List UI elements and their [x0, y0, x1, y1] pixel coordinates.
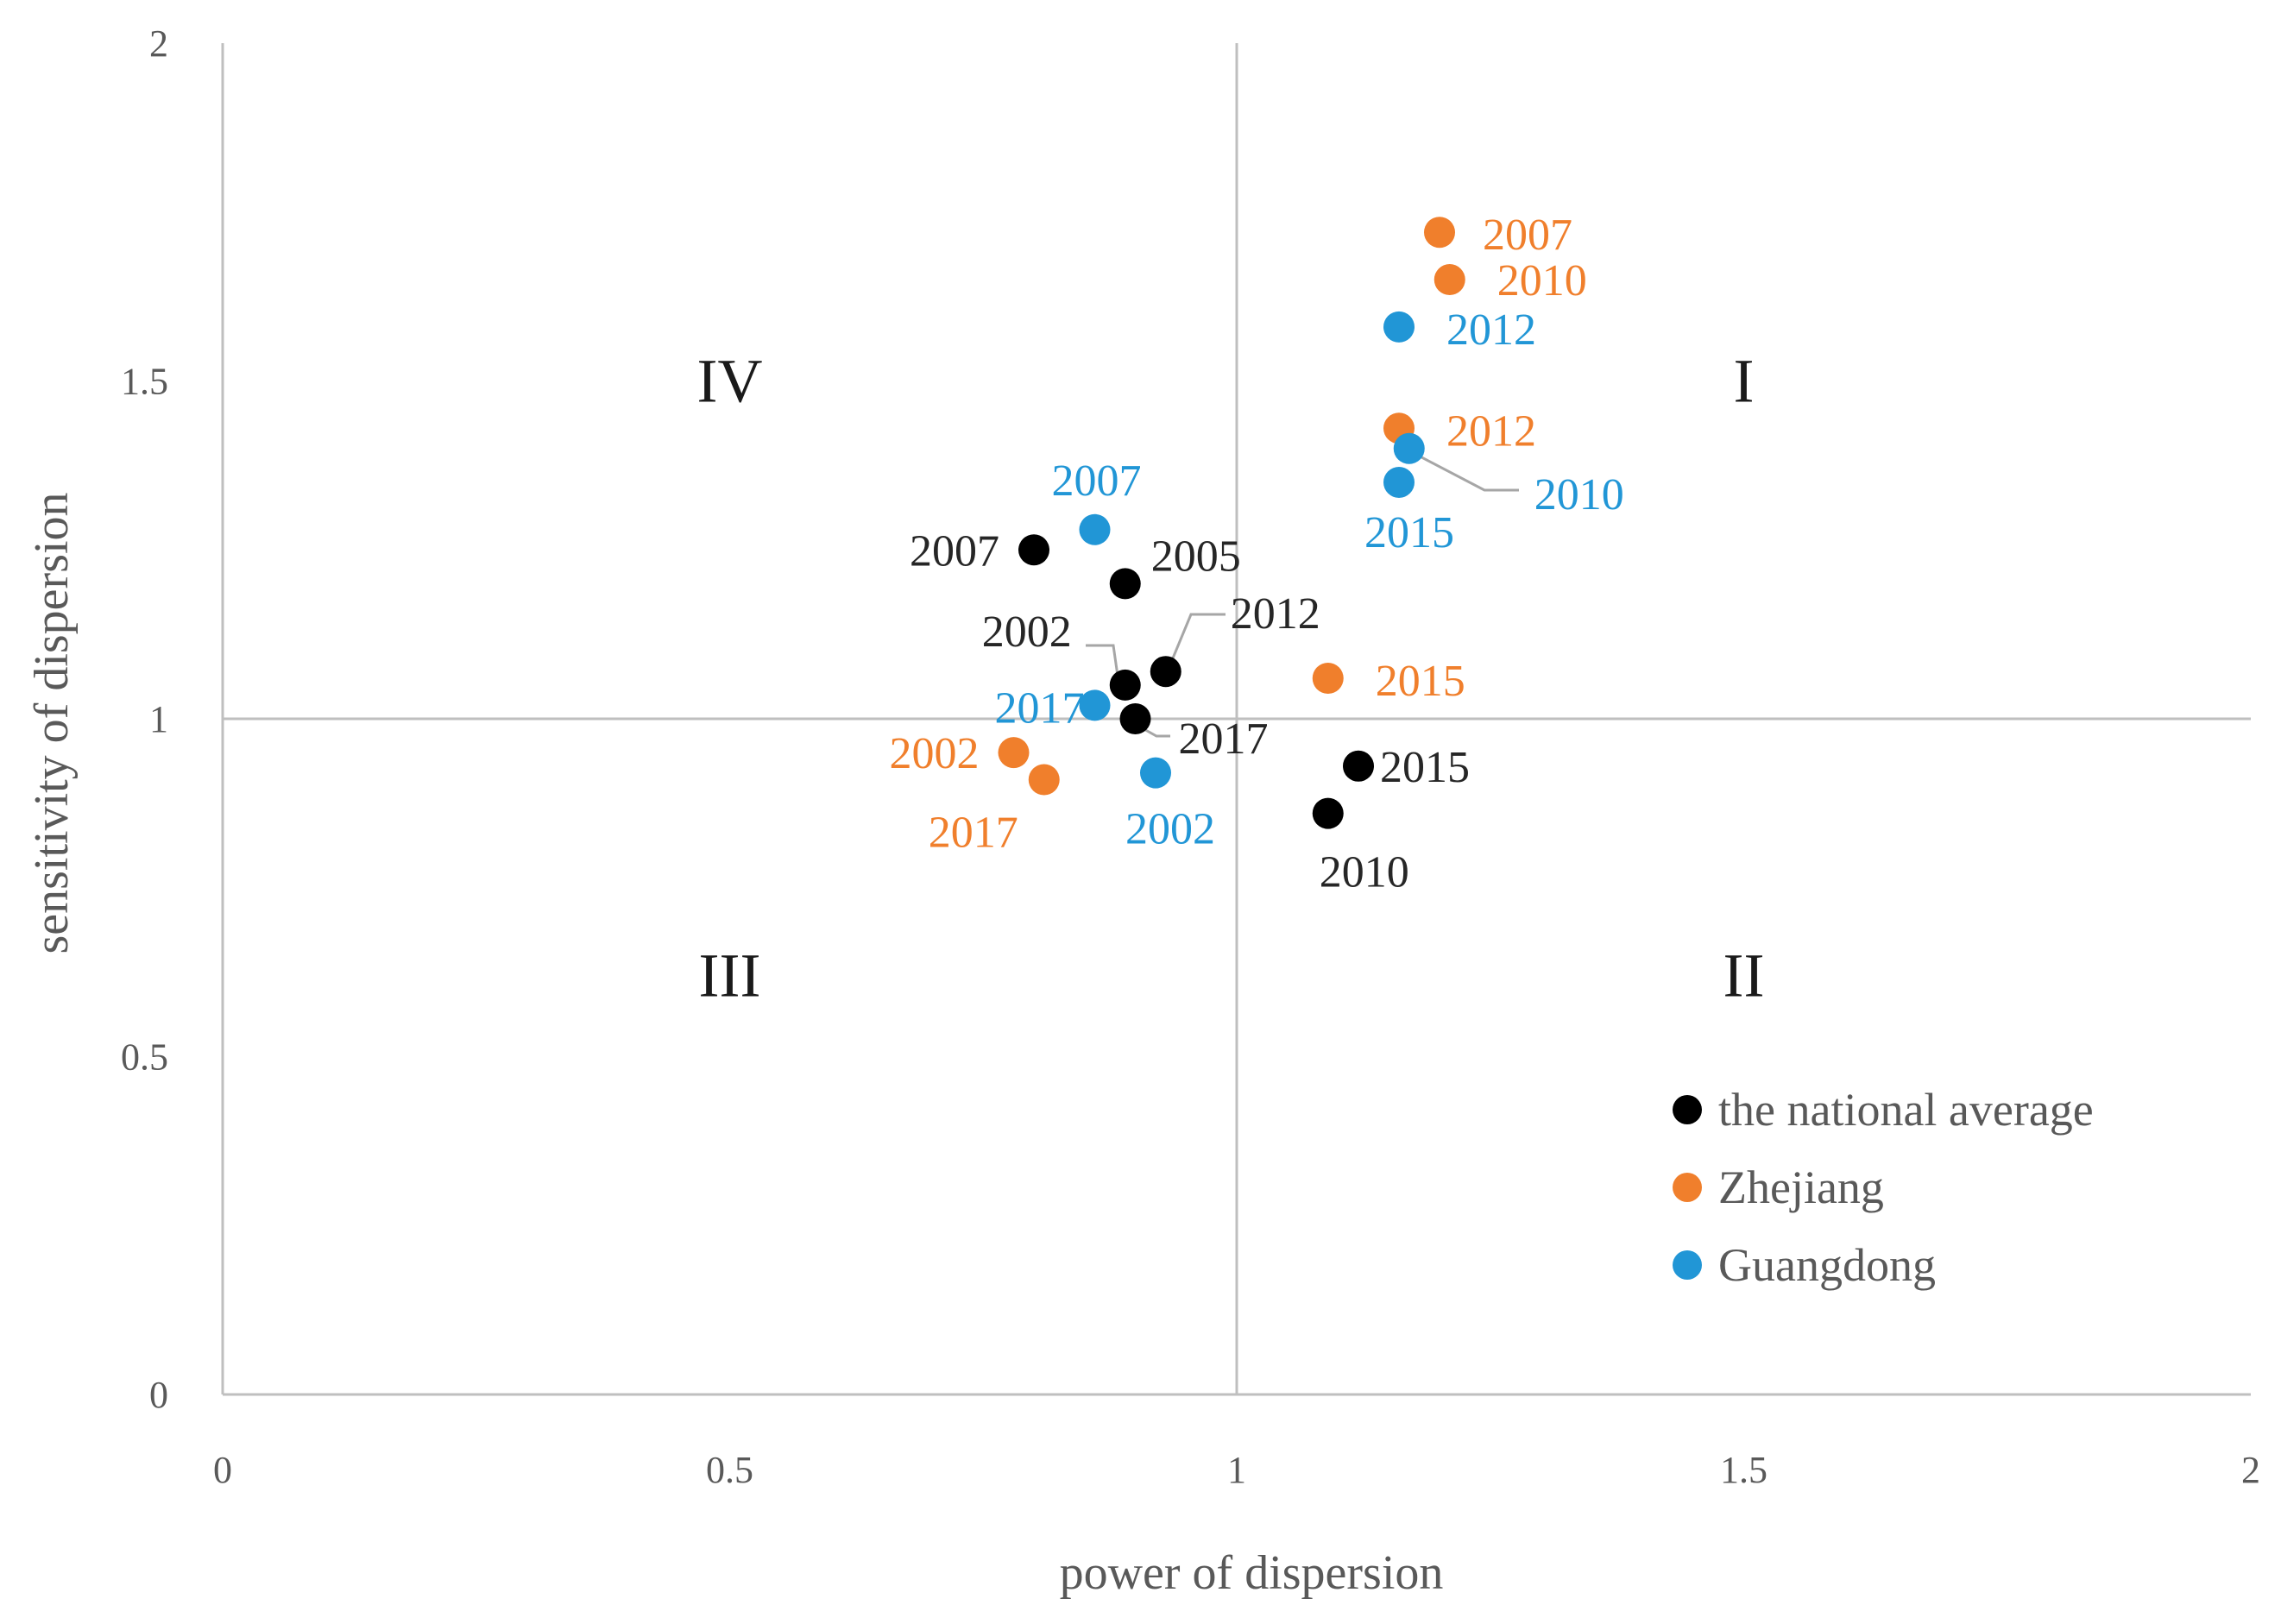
- legend-marker-the-national-average: [1673, 1095, 1702, 1124]
- data-label-guangdong-2015: 2015: [1364, 508, 1454, 557]
- data-label-zhejiang-2015: 2015: [1376, 657, 1465, 706]
- x-tick-label: 2: [2241, 1449, 2260, 1491]
- y-tick-label: 2: [149, 22, 168, 65]
- leader-line: [1086, 644, 1120, 683]
- legend: the national average Zhejiang Guangdong: [1673, 1084, 2094, 1291]
- data-label-guangdong-2007: 2007: [1052, 456, 1142, 506]
- data-label-zhejiang-2017: 2017: [929, 808, 1018, 857]
- x-tick-label: 1.5: [1720, 1449, 1767, 1491]
- point-zhejiang-2015: [1312, 663, 1344, 695]
- point-guangdong-2017: [1079, 689, 1111, 721]
- quadrant-label: IV: [697, 347, 763, 416]
- quadrant-label: III: [699, 941, 761, 1010]
- data-label-zhejiang-2012: 2012: [1446, 406, 1536, 456]
- point-the-national-average-2010: [1312, 797, 1344, 829]
- y-axis-label: sensitivity of dispersion: [25, 492, 79, 954]
- data-label-guangdong-2012: 2012: [1446, 305, 1536, 355]
- data-label-guangdong-2017: 2017: [995, 683, 1085, 733]
- data-label-the-national-average-2012: 2012: [1231, 589, 1320, 639]
- data-label-guangdong-2010: 2010: [1534, 470, 1624, 519]
- x-tick-label: 1: [1227, 1449, 1246, 1491]
- leader-line: [1406, 448, 1519, 492]
- point-guangdong-2015: [1383, 466, 1415, 498]
- point-guangdong-2012: [1383, 311, 1415, 343]
- data-label-the-national-average-2017: 2017: [1179, 714, 1269, 764]
- legend-marker-guangdong: [1673, 1250, 1702, 1280]
- point-zhejiang-2007: [1424, 217, 1455, 249]
- point-guangdong-2002: [1140, 757, 1171, 789]
- y-tick-label: 1: [149, 698, 168, 740]
- point-the-national-average-2005: [1109, 568, 1141, 600]
- y-tick-label: 0: [149, 1374, 168, 1416]
- legend-label-the-national-average: the national average: [1718, 1084, 2094, 1136]
- data-label-zhejiang-2002: 2002: [890, 729, 980, 778]
- data-label-zhejiang-2007: 2007: [1483, 211, 1572, 260]
- point-the-national-average-2017: [1119, 703, 1151, 734]
- point-the-national-average-2007: [1018, 534, 1049, 566]
- y-tick-label: 0.5: [121, 1036, 168, 1079]
- legend-label-zhejiang: Zhejiang: [1718, 1161, 1884, 1213]
- data-label-guangdong-2002: 2002: [1125, 805, 1215, 854]
- point-zhejiang-2017: [1028, 764, 1060, 796]
- data-label-the-national-average-2015: 2015: [1380, 743, 1470, 792]
- point-the-national-average-2002: [1109, 669, 1141, 701]
- point-guangdong-2010: [1393, 432, 1425, 464]
- legend-label-guangdong: Guangdong: [1718, 1239, 1936, 1291]
- data-label-the-national-average-2010: 2010: [1320, 848, 1409, 897]
- point-the-national-average-2012: [1150, 656, 1181, 688]
- leader-line: [1169, 613, 1226, 665]
- point-the-national-average-2015: [1343, 750, 1374, 782]
- data-label-the-national-average-2002: 2002: [982, 607, 1072, 657]
- x-tick-label: 0: [213, 1449, 232, 1491]
- x-tick-label: 0.5: [706, 1449, 753, 1491]
- data-label-zhejiang-2010: 2010: [1497, 256, 1587, 305]
- legend-marker-zhejiang: [1673, 1173, 1702, 1202]
- data-label-the-national-average-2005: 2005: [1151, 532, 1241, 581]
- x-axis-label: power of dispersion: [1060, 1546, 1444, 1600]
- data-label-the-national-average-2007: 2007: [910, 526, 999, 576]
- quadrant-label: I: [1734, 347, 1755, 416]
- point-zhejiang-2002: [998, 737, 1030, 769]
- point-zhejiang-2010: [1434, 264, 1465, 296]
- quadrant-label: II: [1723, 941, 1765, 1010]
- point-guangdong-2007: [1079, 513, 1111, 545]
- y-tick-label: 1.5: [121, 361, 168, 403]
